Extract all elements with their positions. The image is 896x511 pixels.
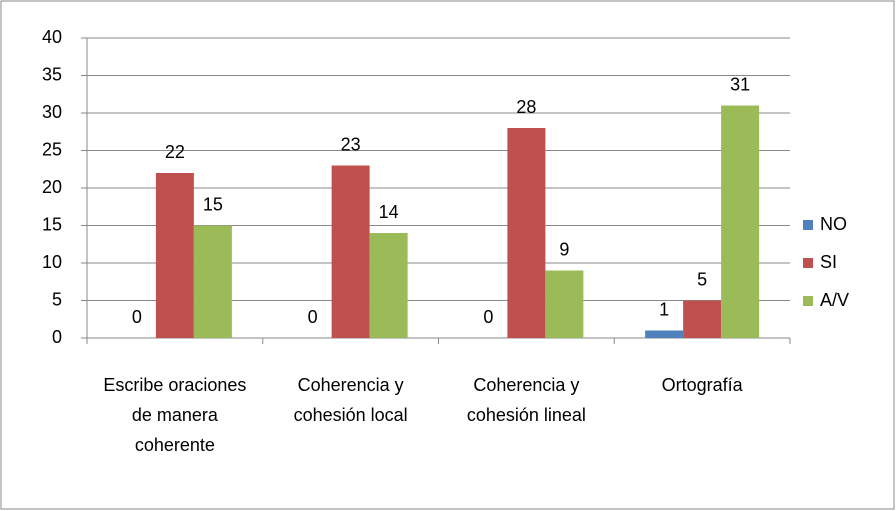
y-tick-label: 20 bbox=[42, 177, 62, 197]
y-tick-label: 15 bbox=[42, 214, 62, 234]
data-label: 14 bbox=[379, 202, 399, 222]
x-tick-label: Coherencia y cohesión lineal bbox=[466, 375, 586, 425]
legend-swatch bbox=[803, 220, 813, 230]
bar bbox=[331, 165, 370, 338]
data-label: 0 bbox=[308, 307, 318, 327]
y-tick-label: 30 bbox=[42, 102, 62, 122]
data-label: 5 bbox=[697, 269, 707, 289]
y-tick-label: 5 bbox=[52, 289, 62, 309]
data-label: 22 bbox=[165, 142, 185, 162]
x-tick-label: Coherencia y cohesión local bbox=[293, 375, 408, 425]
data-label: 31 bbox=[730, 74, 750, 94]
y-tick-label: 35 bbox=[42, 64, 62, 84]
y-tick-label: 0 bbox=[52, 327, 62, 347]
data-label: 0 bbox=[483, 307, 493, 327]
bar bbox=[507, 128, 546, 338]
legend-label: NO bbox=[820, 214, 847, 234]
bar bbox=[369, 233, 408, 338]
bar bbox=[545, 270, 584, 338]
data-label: 9 bbox=[559, 239, 569, 259]
data-label: 15 bbox=[203, 194, 223, 214]
y-tick-label: 40 bbox=[42, 27, 62, 47]
y-tick-label: 10 bbox=[42, 252, 62, 272]
y-tick-label: 25 bbox=[42, 139, 62, 159]
legend-label: SI bbox=[820, 252, 837, 272]
data-label: 28 bbox=[516, 97, 536, 117]
x-tick-label: Escribe oraciones de manera coherente bbox=[103, 375, 247, 455]
data-label: 1 bbox=[659, 299, 669, 319]
bar bbox=[645, 330, 684, 338]
x-tick-label: Ortografía bbox=[661, 375, 743, 395]
bar bbox=[155, 173, 194, 338]
legend-swatch bbox=[803, 296, 813, 306]
bar bbox=[721, 105, 760, 338]
legend-swatch bbox=[803, 258, 813, 268]
data-label: 23 bbox=[341, 134, 361, 154]
bar bbox=[683, 300, 722, 338]
bar bbox=[193, 225, 232, 338]
data-label: 0 bbox=[132, 307, 142, 327]
legend-label: A/V bbox=[820, 290, 849, 310]
